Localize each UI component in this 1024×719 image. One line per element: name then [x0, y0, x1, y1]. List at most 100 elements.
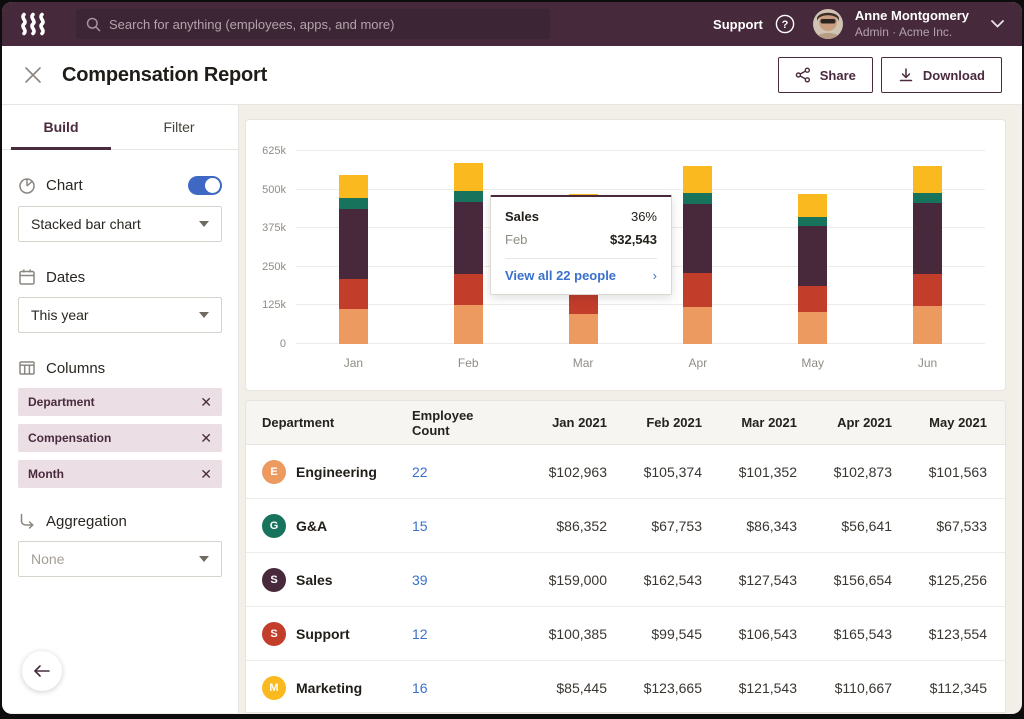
share-icon — [795, 67, 810, 83]
chart-toggle[interactable] — [188, 176, 222, 195]
help-icon[interactable]: ? — [775, 14, 795, 34]
compensation-value: $123,665 — [643, 679, 702, 696]
y-axis-tick: 0 — [279, 338, 286, 350]
bar-segment-sales[interactable] — [338, 209, 368, 279]
column-header: Mar 2021 — [741, 415, 797, 430]
dates-select[interactable]: This year — [18, 297, 222, 333]
global-search[interactable] — [76, 9, 550, 39]
compensation-value: $101,563 — [928, 463, 987, 480]
back-button[interactable] — [22, 651, 62, 691]
x-axis-label: Feb — [457, 356, 479, 370]
download-icon — [899, 68, 913, 82]
table-row[interactable]: S Support 12 $100,385 $99,545 $106,543 $165,54… — [246, 607, 1005, 661]
bar-segment-marketing[interactable] — [338, 175, 368, 198]
bar-segment-marketing[interactable] — [683, 166, 713, 193]
chart-section-label: Chart — [46, 177, 83, 194]
rippling-logo-icon[interactable] — [18, 11, 52, 37]
search-input[interactable] — [109, 16, 540, 32]
column-chip[interactable]: Department ✕ — [18, 388, 222, 416]
compensation-value: $102,963 — [548, 463, 607, 480]
columns-icon — [19, 361, 35, 375]
bar-segment-marketing[interactable] — [798, 194, 828, 217]
caret-down-icon — [199, 312, 209, 318]
bar-segment-support[interactable] — [913, 274, 943, 306]
bar-segment-sales[interactable] — [683, 204, 713, 273]
view-all-people-link[interactable]: View all 22 people — [505, 268, 617, 283]
employee-count-link[interactable]: 12 — [412, 625, 428, 642]
compensation-value: $85,445 — [556, 679, 607, 696]
bar-segment-support[interactable] — [338, 279, 368, 309]
bar-segment-marketing[interactable] — [913, 166, 943, 193]
bar-segment-ga[interactable] — [338, 198, 368, 209]
bar-segment-engineering[interactable] — [453, 305, 483, 344]
bar-segment-engineering[interactable] — [568, 314, 598, 344]
department-avatar: G — [262, 513, 286, 538]
bar-slot — [870, 166, 985, 344]
compensation-value: $100,385 — [548, 625, 607, 642]
close-icon[interactable] — [22, 64, 44, 86]
tooltip-period: Feb — [505, 232, 528, 247]
bar-segment-ga[interactable] — [683, 193, 713, 204]
tab-build[interactable]: Build — [2, 105, 120, 150]
sidebar-tabs: Build Filter — [2, 105, 238, 150]
department-avatar: E — [262, 459, 286, 484]
stacked-bar-jan[interactable] — [338, 175, 368, 344]
support-link[interactable]: Support — [713, 16, 763, 32]
calendar-icon — [19, 269, 35, 285]
search-icon — [86, 17, 101, 31]
bar-segment-support[interactable] — [798, 286, 828, 312]
chip-label: Month — [28, 467, 64, 481]
chevron-right-icon[interactable]: › — [652, 268, 657, 283]
compensation-value: $86,352 — [556, 517, 607, 534]
stacked-bar-apr[interactable] — [683, 166, 713, 344]
bar-segment-ga[interactable] — [453, 191, 483, 202]
column-chip[interactable]: Month ✕ — [18, 460, 222, 488]
stacked-bar-jun[interactable] — [913, 166, 943, 344]
user-name: Anne Montgomery — [854, 8, 969, 24]
bar-segment-sales[interactable] — [913, 203, 943, 274]
aggregation-select[interactable]: None — [18, 541, 222, 577]
y-axis-tick: 125k — [262, 299, 286, 312]
employee-count-link[interactable]: 22 — [412, 463, 428, 480]
remove-chip-icon[interactable]: ✕ — [200, 466, 212, 482]
department-avatar: M — [262, 675, 286, 700]
remove-chip-icon[interactable]: ✕ — [200, 430, 212, 446]
download-button[interactable]: Download — [880, 57, 1002, 93]
bar-segment-support[interactable] — [683, 273, 713, 307]
stacked-bar-may[interactable] — [798, 194, 828, 344]
chevron-down-icon[interactable] — [991, 20, 1004, 28]
bar-segment-engineering[interactable] — [798, 312, 828, 344]
table-row[interactable]: M Marketing 16 $85,445 $123,665 $121,543 $110,… — [246, 661, 1005, 712]
compensation-value: $110,667 — [834, 679, 892, 696]
bar-segment-ga[interactable] — [913, 193, 943, 203]
employee-count-link[interactable]: 15 — [412, 517, 428, 534]
employee-count-link[interactable]: 39 — [412, 571, 428, 588]
bar-segment-marketing[interactable] — [453, 163, 483, 191]
tooltip-value: $32,543 — [610, 232, 657, 247]
user-info[interactable]: Anne Montgomery Admin · Acme Inc. — [855, 8, 969, 39]
table-row[interactable]: G G&A 15 $86,352 $67,753 $86,343 $56,641 $67,53… — [246, 499, 1005, 553]
table-row[interactable]: S Sales 39 $159,000 $162,543 $127,543 $156,654… — [246, 553, 1005, 607]
compensation-value: $165,543 — [833, 625, 892, 642]
report-header: Compensation Report Share — [2, 46, 1022, 105]
bar-segment-engineering[interactable] — [338, 309, 368, 344]
employee-count-link[interactable]: 16 — [412, 679, 428, 696]
tooltip-percent: 36% — [630, 209, 657, 224]
bar-segment-sales[interactable] — [453, 202, 483, 274]
tab-filter[interactable]: Filter — [163, 119, 195, 135]
column-chip[interactable]: Compensation ✕ — [18, 424, 222, 452]
bar-segment-support[interactable] — [453, 274, 483, 305]
bar-segment-engineering[interactable] — [913, 306, 943, 344]
user-avatar[interactable] — [812, 9, 843, 39]
stacked-bar-feb[interactable] — [453, 163, 483, 344]
chart-type-select[interactable]: Stacked bar chart — [18, 206, 222, 242]
y-axis-tick: 500k — [262, 183, 286, 196]
bar-segment-sales[interactable] — [798, 226, 828, 286]
bar-segment-engineering[interactable] — [683, 307, 713, 344]
bar-segment-ga[interactable] — [798, 217, 828, 226]
compensation-value: $156,654 — [833, 571, 892, 588]
remove-chip-icon[interactable]: ✕ — [200, 394, 212, 410]
share-button[interactable]: Share — [777, 57, 873, 93]
chip-label: Compensation — [28, 431, 112, 445]
table-row[interactable]: E Engineering 22 $102,963 $105,374 $101,352 $1… — [246, 445, 1005, 499]
